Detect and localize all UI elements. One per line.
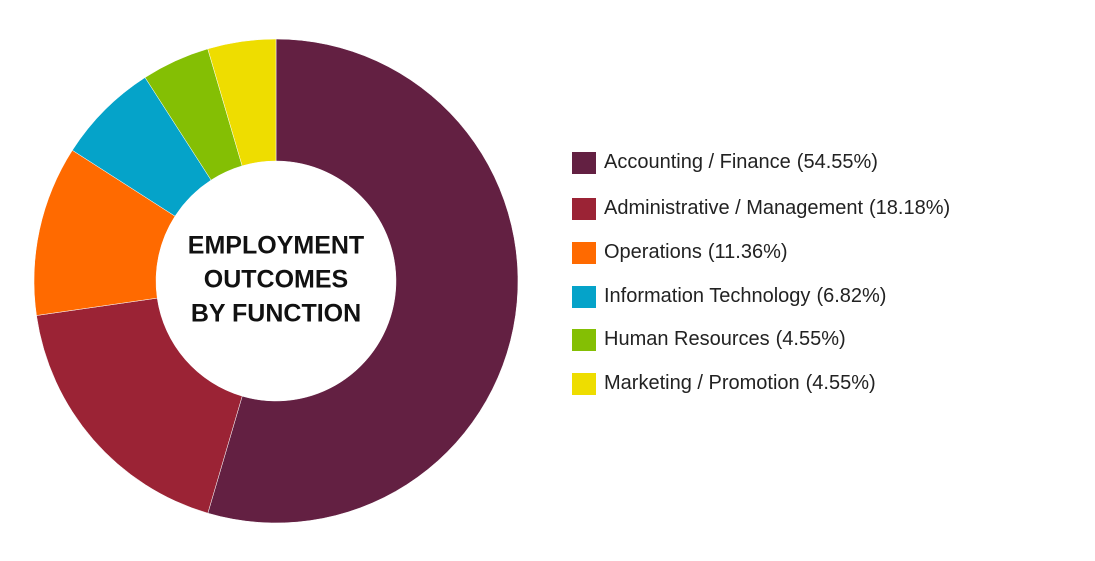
chart-title: OUTCOMES: [204, 266, 348, 294]
legend-name: Human Resources: [604, 328, 770, 350]
legend-value: (18.18%): [869, 197, 950, 219]
chart-title: EMPLOYMENT: [188, 232, 364, 260]
legend-swatch: [572, 329, 596, 351]
legend-swatch: [572, 286, 596, 308]
legend-swatch: [572, 152, 596, 174]
chart-title: BY FUNCTION: [191, 300, 361, 328]
legend-value: (6.82%): [816, 285, 886, 307]
legend-swatch: [572, 198, 596, 220]
legend: Accounting / Finance (54.55%) Administrati…: [572, 151, 950, 395]
legend-value: (4.55%): [776, 328, 846, 350]
legend-value: (11.36%): [708, 241, 788, 263]
donut-slice: [36, 297, 243, 514]
donut: [33, 38, 519, 524]
legend-label: Information Technology (6.82%): [604, 285, 886, 307]
legend-value: (54.55%): [797, 151, 878, 173]
legend-label: Human Resources (4.55%): [604, 328, 846, 350]
legend-name: Administrative / Management: [604, 197, 863, 219]
legend-label: Operations (11.36%): [604, 241, 788, 263]
legend-label: Accounting / Finance (54.55%): [604, 151, 878, 173]
legend-swatch: [572, 373, 596, 395]
legend-label: Administrative / Management (18.18%): [604, 197, 950, 219]
legend-label: Marketing / Promotion (4.55%): [604, 372, 876, 394]
donut-slice: [207, 38, 277, 167]
legend-name: Operations: [604, 241, 702, 263]
legend-value: (4.55%): [806, 372, 876, 394]
legend-name: Marketing / Promotion: [604, 372, 800, 394]
legend-name: Accounting / Finance: [604, 151, 791, 173]
legend-swatch: [572, 242, 596, 264]
legend-name: Information Technology: [604, 285, 810, 307]
donut-slice: [207, 38, 519, 524]
